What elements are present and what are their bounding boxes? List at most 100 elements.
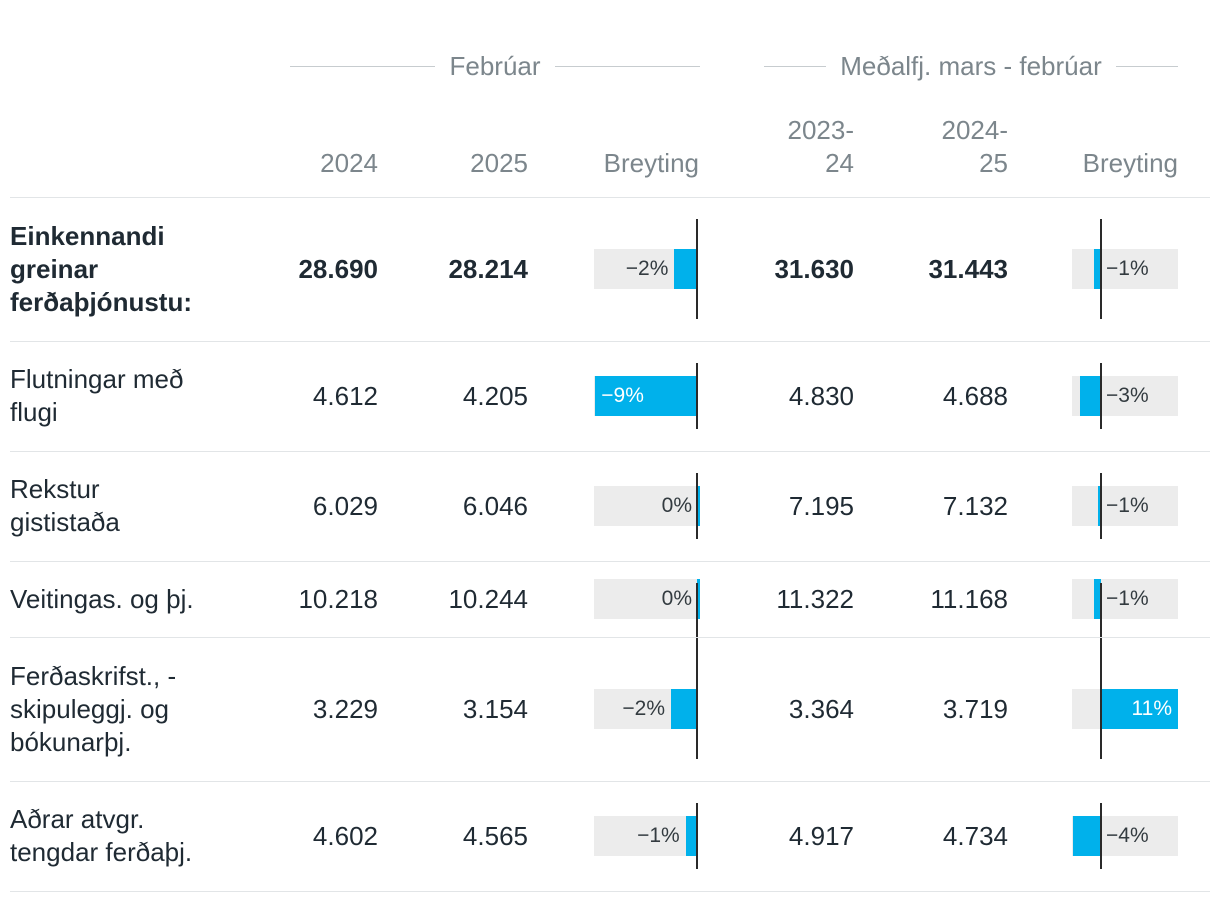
row-label: bókunarþj.	[10, 726, 132, 757]
row-label: Aðrar atvgr.	[10, 804, 145, 834]
value-feb-2024: 4.612	[312, 380, 378, 411]
row-divider	[10, 341, 1210, 342]
value-feb-2024: 10.218	[298, 583, 378, 614]
col-header-avg-b-line2: 25	[979, 148, 1008, 178]
row-label: greinar	[10, 253, 99, 284]
zero-baseline	[1100, 363, 1102, 429]
change-bar-fill	[697, 579, 701, 619]
zero-baseline	[696, 473, 698, 539]
zero-baseline	[1100, 219, 1102, 319]
value-feb-2025: 10.244	[448, 583, 528, 614]
value-feb-2025: 3.154	[462, 693, 528, 724]
group-title-avg: Meðalfj. mars - febrúar	[840, 50, 1102, 81]
change-label: −1%	[637, 824, 680, 847]
col-header-avg-change: Breyting	[1082, 148, 1178, 178]
value-avg-2023-24: 31.630	[774, 253, 854, 284]
change-bar-fill	[674, 249, 697, 289]
change-label: 11%	[1131, 697, 1172, 720]
group-rule-left	[290, 65, 436, 67]
value-avg-2023-24: 11.322	[776, 583, 854, 614]
value-feb-2024: 6.029	[312, 490, 378, 521]
row-label: flugi	[10, 397, 58, 427]
change-label: −1%	[1106, 257, 1149, 280]
row-divider	[10, 891, 1210, 892]
row-divider	[10, 561, 1210, 562]
row-label: gististaða	[10, 507, 120, 537]
zero-baseline	[1100, 803, 1102, 869]
value-avg-2024-25: 11.168	[930, 583, 1008, 614]
zero-baseline	[1100, 473, 1102, 539]
value-avg-2024-25: 31.443	[928, 253, 1008, 284]
change-bar-track	[1072, 486, 1178, 526]
group-title-feb: Febrúar	[449, 50, 541, 81]
row-label: Flutningar með	[10, 364, 184, 394]
change-bar-track	[594, 486, 698, 526]
change-bar-track	[594, 816, 698, 856]
value-avg-2024-25: 4.688	[942, 380, 1008, 411]
value-feb-2024: 3.229	[312, 693, 378, 724]
value-avg-2024-25: 3.719	[942, 693, 1008, 724]
row-label: Veitingas. og þj.	[10, 583, 194, 614]
value-feb-2025: 4.205	[462, 380, 528, 411]
value-avg-2023-24: 4.830	[788, 380, 854, 411]
value-avg-2024-25: 7.132	[942, 490, 1008, 521]
change-bar-fill	[1097, 486, 1101, 526]
change-label: −1%	[1106, 494, 1149, 517]
col-header-feb-2025: 2025	[470, 148, 528, 178]
value-avg-2023-24: 3.364	[788, 693, 854, 724]
change-label: −1%	[1106, 587, 1149, 610]
value-avg-2023-24: 7.195	[788, 490, 854, 521]
change-label: −9%	[601, 384, 644, 407]
row-divider	[10, 451, 1210, 452]
value-avg-2024-25: 4.734	[942, 820, 1008, 851]
group-header-avg: Meðalfj. mars - febrúar	[764, 46, 1178, 86]
change-label: −2%	[625, 257, 669, 280]
header-divider	[10, 197, 1210, 198]
value-feb-2025: 6.046	[462, 490, 528, 521]
zero-baseline	[696, 363, 698, 429]
col-header-feb-change: Breyting	[603, 148, 699, 178]
row-divider	[10, 781, 1210, 782]
col-header-feb-2024: 2024	[320, 148, 378, 178]
zero-baseline	[696, 659, 698, 759]
zero-baseline	[1100, 583, 1102, 683]
col-header-avg-b-line1: 2024-	[941, 115, 1009, 145]
change-bar-track	[594, 579, 698, 619]
row-label: ferðaþjónustu:	[10, 286, 192, 317]
change-bar-fill	[1080, 376, 1101, 416]
group-rule-right	[554, 65, 701, 67]
row-label: skipuleggj. og	[10, 693, 169, 724]
change-label: −3%	[1106, 384, 1149, 407]
change-label: 0%	[661, 587, 692, 610]
zero-baseline	[1100, 659, 1102, 759]
zero-baseline	[696, 803, 698, 869]
row-label: Einkennandi	[10, 220, 165, 251]
change-bar-fill	[595, 376, 697, 416]
value-avg-2023-24: 4.917	[788, 820, 854, 851]
zero-baseline	[696, 583, 698, 683]
zero-baseline	[696, 219, 698, 319]
change-bar-track	[1072, 249, 1178, 289]
value-feb-2025: 28.214	[448, 253, 528, 284]
group-header-feb: Febrúar	[290, 46, 701, 86]
change-bar-fill	[1094, 249, 1101, 289]
change-bar-fill	[697, 486, 701, 526]
change-bar-track	[1072, 579, 1178, 619]
value-feb-2024: 28.690	[298, 253, 378, 284]
change-label: −4%	[1106, 824, 1149, 847]
change-bar-fill	[1101, 689, 1178, 729]
row-label: Rekstur	[10, 474, 100, 504]
value-feb-2025: 4.565	[462, 820, 528, 851]
col-header-avg-a-line2: 24	[825, 148, 854, 178]
row-label: Ferðaskrifst., -	[10, 660, 177, 691]
col-header-avg-a-line1: 2023-	[787, 115, 855, 145]
value-feb-2024: 4.602	[312, 820, 378, 851]
change-bar-fill	[1073, 816, 1101, 856]
change-label: −2%	[622, 697, 666, 720]
group-rule-left	[764, 65, 827, 67]
row-label: tengdar ferðaþj.	[10, 837, 193, 867]
group-rule-right	[1115, 65, 1178, 67]
change-label: 0%	[661, 494, 692, 517]
row-divider	[10, 637, 1210, 638]
change-bar-fill	[1094, 579, 1101, 619]
